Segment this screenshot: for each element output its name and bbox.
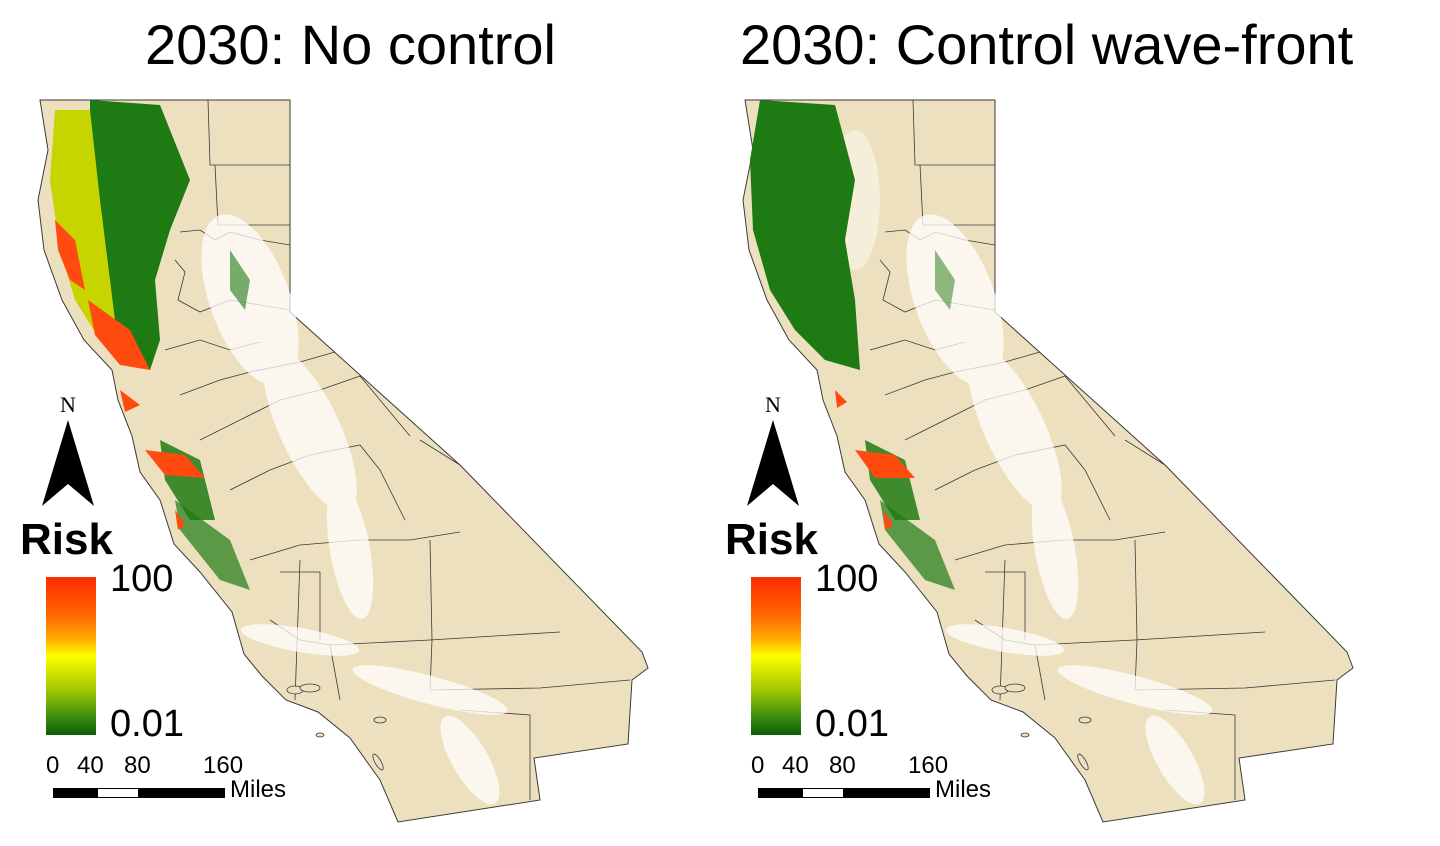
map-panel-no-control: 2030: No control [20, 13, 649, 823]
risk-mid-yellow [50, 110, 120, 360]
scale-unit: Miles [935, 776, 992, 803]
host-distribution-white [830, 130, 1213, 805]
scale-tick-40: 40 [77, 752, 104, 779]
risk-color-ramp [751, 577, 801, 735]
scale-tick-40: 40 [782, 752, 809, 779]
legend-min-label: 0.01 [110, 703, 184, 745]
panel-title: 2030: No control [145, 13, 556, 76]
channel-islands [286, 683, 387, 771]
north-arrow: N [40, 392, 96, 513]
california-risk-map [742, 99, 1354, 823]
north-arrow: N [745, 392, 801, 513]
north-arrow-icon [42, 420, 94, 506]
legend-max-label: 100 [110, 558, 174, 600]
scale-tick-80: 80 [829, 752, 856, 779]
scale-bar [53, 788, 225, 798]
map-panel-control-wave-front: 2030: Control wave-front [705, 0, 1425, 846]
risk-color-ramp [46, 577, 96, 735]
scale-tick-160: 160 [203, 752, 244, 779]
north-arrow-icon [747, 420, 799, 506]
north-label: N [60, 392, 76, 417]
scale-tick-0: 0 [46, 752, 60, 779]
north-label: N [765, 392, 781, 417]
risk-low-green [750, 100, 955, 590]
scale-tick-80: 80 [124, 752, 151, 779]
risk-high-red [55, 220, 205, 530]
scale-tick-0: 0 [751, 752, 765, 779]
panel-title: 2030: Control wave-front [740, 13, 1354, 76]
scale-unit: Miles [230, 776, 287, 803]
scale-tick-160: 160 [908, 752, 949, 779]
risk-high-red [835, 390, 915, 530]
host-distribution-white [201, 214, 508, 805]
legend-title: Risk [20, 515, 113, 564]
channel-islands [991, 683, 1092, 771]
legend-min-label: 0.01 [815, 703, 889, 745]
legend-max-label: 100 [815, 558, 879, 600]
legend-title: Risk [725, 515, 818, 564]
california-risk-map [37, 99, 649, 823]
scale-bar [758, 788, 930, 798]
